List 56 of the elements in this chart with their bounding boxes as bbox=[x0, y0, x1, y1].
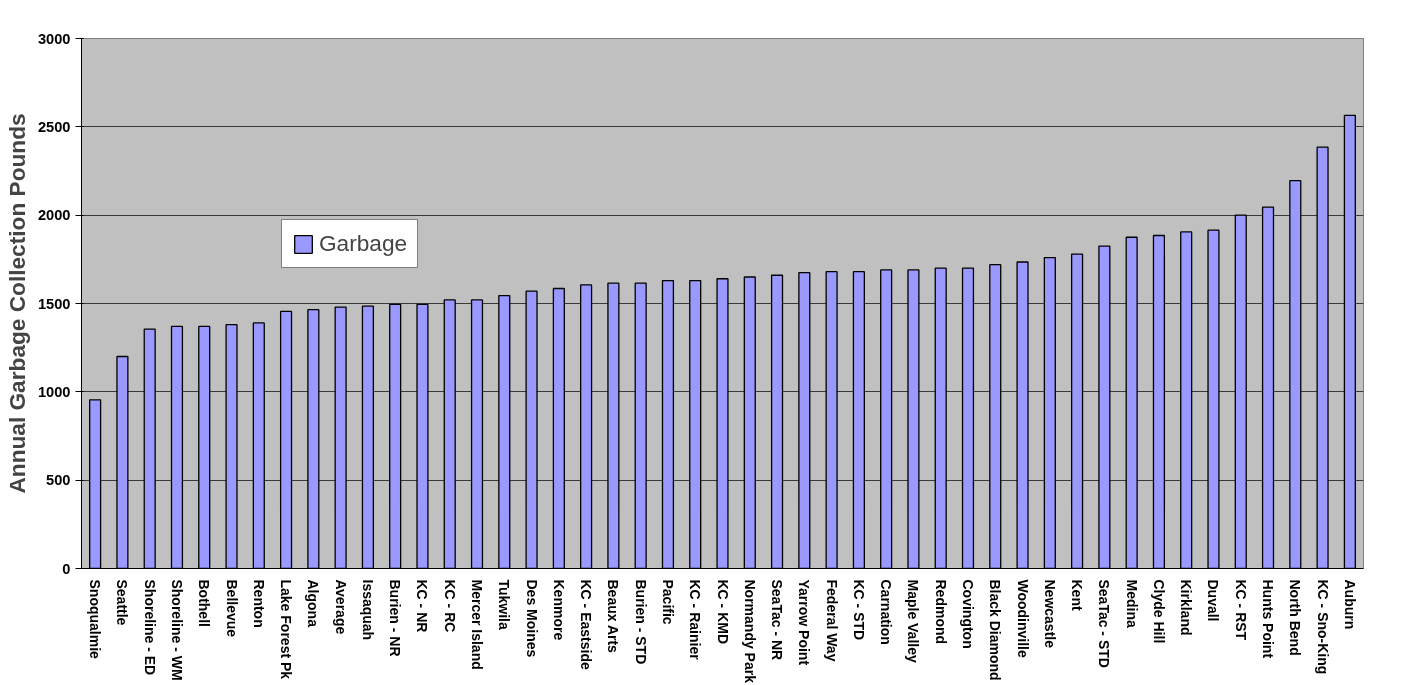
x-tick-label: Carnation bbox=[878, 579, 895, 645]
x-tick-label: SeaTac - NR bbox=[769, 579, 786, 661]
x-tick-label: Black Diamond bbox=[987, 579, 1004, 681]
x-tick-label: KC - KMD bbox=[714, 579, 731, 645]
x-tick-label: Federal Way bbox=[823, 579, 840, 662]
x-tick-label: Algona bbox=[305, 579, 322, 628]
x-tick-label: KC - RST bbox=[1232, 579, 1249, 641]
x-tick-label: Normandy Park bbox=[741, 579, 758, 684]
y-tick-label: 2500 bbox=[37, 118, 71, 135]
x-tick-label: SeaTac - STD bbox=[1096, 579, 1113, 668]
y-tick-label: 500 bbox=[46, 472, 71, 489]
x-tick-label: Kirkland bbox=[1178, 579, 1195, 636]
x-tick-label: Renton bbox=[250, 579, 267, 628]
x-tick-label: KC - Eastside bbox=[578, 579, 595, 670]
x-tick-label: KC - Sno-King bbox=[1314, 579, 1331, 675]
x-tick-label: Hunts Point bbox=[1260, 579, 1277, 659]
x-tick-label: KC - STD bbox=[850, 579, 867, 641]
x-tick-label: Kenmore bbox=[550, 579, 567, 641]
x-tick-label: Pacific bbox=[659, 579, 676, 625]
x-tick-label: KC - NR bbox=[414, 579, 431, 633]
x-tick-label: Bothell bbox=[196, 579, 213, 627]
x-tick-label: Newcastle bbox=[1041, 579, 1058, 649]
y-tick-label: 1500 bbox=[37, 295, 71, 312]
x-tick-label: Woodinville bbox=[1014, 579, 1031, 659]
x-tick-label: KC - Rainier bbox=[687, 579, 704, 661]
x-tick-label: Duvall bbox=[1205, 579, 1222, 622]
x-tick-label: KC - RC bbox=[441, 579, 458, 633]
x-tick-label: Auburn bbox=[1341, 579, 1358, 630]
x-tick-label: Kent bbox=[1069, 579, 1086, 611]
x-tick-label: Shoreline - ED bbox=[141, 579, 158, 676]
y-axis-title: Annual Garbage Collection Pounds bbox=[3, 113, 30, 494]
x-tick-label: Yarrow Point bbox=[796, 579, 813, 666]
x-tick-label: Burien - NR bbox=[387, 579, 404, 657]
x-tick-label: Average bbox=[332, 579, 349, 635]
x-tick-label: Medina bbox=[1123, 579, 1140, 628]
x-tick-label: Burien - STD bbox=[632, 579, 649, 665]
x-tick-label: Redmond bbox=[932, 579, 949, 645]
x-tick-label: Issaquah bbox=[359, 579, 376, 641]
y-tick-label: 1000 bbox=[37, 383, 71, 400]
x-tick-label: Snoqualmie bbox=[87, 579, 104, 660]
x-tick-label: Mercer Island bbox=[469, 579, 486, 670]
x-tick-label: Shoreline - WM bbox=[168, 579, 185, 681]
x-tick-label: Seattle bbox=[114, 579, 131, 626]
y-tick-label: 3000 bbox=[37, 30, 71, 47]
x-tick-label: Beaux Arts bbox=[605, 579, 622, 654]
x-tick-label: Covington bbox=[959, 579, 976, 649]
y-tick-label: 0 bbox=[62, 560, 71, 577]
x-tick-label: Maple Valley bbox=[905, 579, 922, 663]
x-tick-label: North Bend bbox=[1287, 579, 1304, 656]
x-tick-label: Lake Forest Pk bbox=[278, 579, 295, 680]
x-tick-label: Tukwila bbox=[496, 579, 513, 631]
y-tick-label: 2000 bbox=[37, 207, 71, 224]
x-tick-label: Clyde Hill bbox=[1150, 579, 1167, 644]
x-tick-label: Des Moines bbox=[523, 579, 540, 658]
legend-label: Garbage bbox=[319, 230, 408, 257]
x-tick-label: Bellevue bbox=[223, 579, 240, 638]
